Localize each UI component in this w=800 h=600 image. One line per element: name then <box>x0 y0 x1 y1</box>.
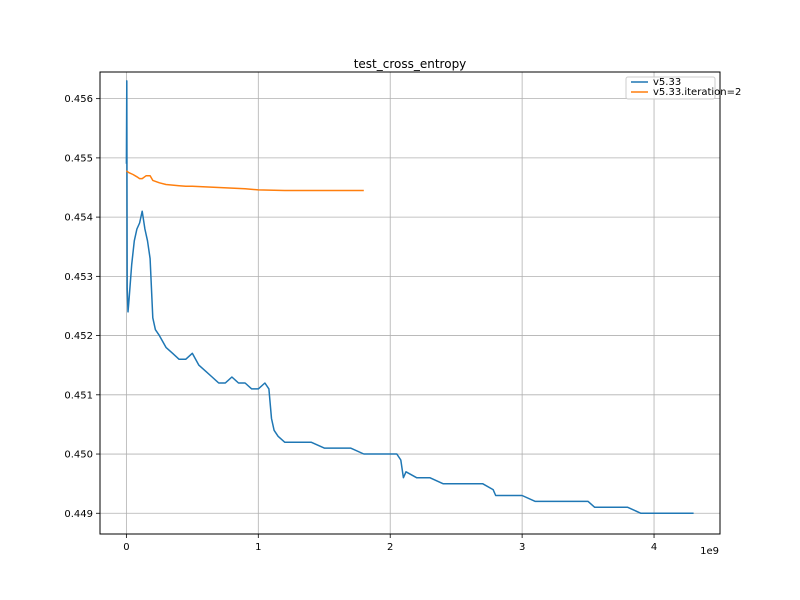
y-tick-label: 0.451 <box>64 390 93 401</box>
y-tick-label: 0.450 <box>64 450 93 461</box>
y-tick-label: 0.454 <box>64 213 93 224</box>
chart-title: test_cross_entropy <box>354 57 467 71</box>
legend-label-series-1: v5.33 <box>653 77 681 88</box>
x-tick-label: 4 <box>651 542 657 553</box>
series-layer <box>125 80 694 515</box>
series-line-1 <box>125 80 694 515</box>
x-tick-label: 3 <box>519 542 525 553</box>
x-axis: 0 1 2 3 4 <box>123 534 657 553</box>
x-axis-offset-label: 1e9 <box>700 546 719 557</box>
grid-lines <box>100 72 720 534</box>
legend: v5.33 v5.33.iteration=2 <box>625 76 741 100</box>
x-tick-label: 0 <box>123 542 129 553</box>
y-tick-label: 0.456 <box>64 94 93 105</box>
legend-box <box>625 76 716 100</box>
x-tick-label: 2 <box>387 542 393 553</box>
y-tick-label: 0.452 <box>64 331 93 342</box>
y-tick-label: 0.455 <box>64 153 93 164</box>
legend-label-series-2: v5.33.iteration=2 <box>653 87 741 98</box>
y-axis: 0.449 0.450 0.451 0.452 0.453 0.454 0.455 0.456 <box>64 94 100 520</box>
plot-frame <box>99 71 721 535</box>
x-tick-label: 1 <box>255 542 261 553</box>
series-line-2 <box>125 170 364 192</box>
y-tick-label: 0.449 <box>64 509 93 520</box>
y-tick-label: 0.453 <box>64 272 93 283</box>
